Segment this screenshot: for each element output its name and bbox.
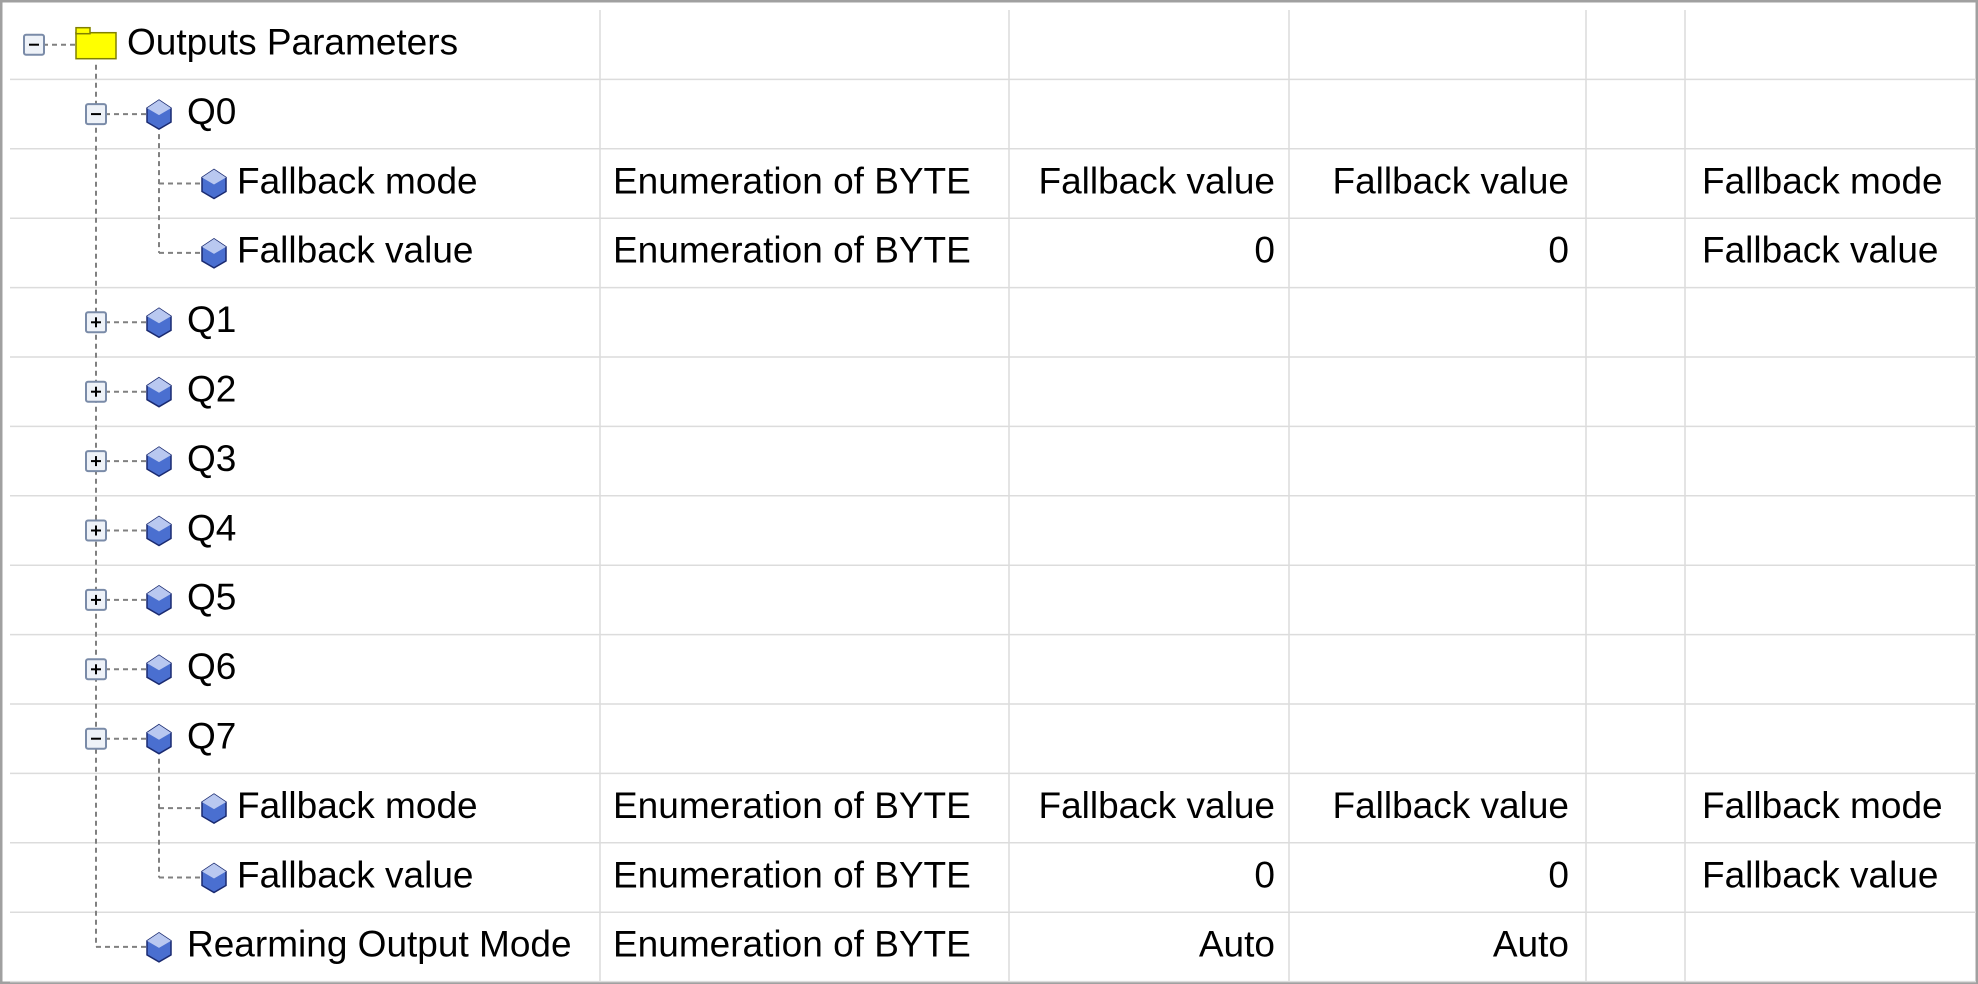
- value-cell[interactable]: Auto: [1493, 924, 1569, 965]
- value-cell[interactable]: 0: [1548, 854, 1569, 895]
- parameter-icon-face: [147, 308, 171, 324]
- node-label[interactable]: Fallback value: [237, 854, 474, 895]
- node-label[interactable]: Q7: [187, 715, 236, 756]
- node-label[interactable]: Fallback value: [237, 230, 474, 271]
- type-cell: Enumeration of BYTE: [613, 230, 971, 271]
- node-label[interactable]: Q4: [187, 507, 236, 548]
- value-cell[interactable]: Fallback value: [1332, 160, 1569, 201]
- type-cell: Enumeration of BYTE: [613, 854, 971, 895]
- node-label[interactable]: Q3: [187, 438, 236, 479]
- parameter-icon-face: [202, 169, 226, 185]
- type-cell: Enumeration of BYTE: [613, 924, 971, 965]
- type-cell: Enumeration of BYTE: [613, 785, 971, 826]
- node-label[interactable]: Fallback mode: [237, 785, 478, 826]
- description-cell: Fallback mode: [1702, 160, 1943, 201]
- parameter-icon-face: [202, 238, 226, 254]
- type-cell: Enumeration of BYTE: [613, 160, 971, 201]
- parameter-icon-face: [147, 447, 171, 463]
- parameter-icon-face: [202, 794, 226, 810]
- description-cell: Fallback value: [1702, 230, 1939, 271]
- value-cell[interactable]: Fallback value: [1332, 785, 1569, 826]
- parameter-icon-face: [147, 932, 171, 948]
- node-label[interactable]: Q0: [187, 91, 236, 132]
- node-label[interactable]: Q5: [187, 577, 236, 618]
- node-label[interactable]: Fallback mode: [237, 160, 478, 201]
- default-cell: 0: [1254, 230, 1275, 271]
- description-cell: Fallback value: [1702, 854, 1939, 895]
- parameter-icon-face: [147, 655, 171, 671]
- node-label[interactable]: Q1: [187, 299, 236, 340]
- parameter-icon-face: [147, 585, 171, 601]
- value-cell[interactable]: 0: [1548, 230, 1569, 271]
- description-cell: Fallback mode: [1702, 785, 1943, 826]
- default-cell: Auto: [1199, 924, 1275, 965]
- node-label[interactable]: Outputs Parameters: [127, 21, 458, 62]
- default-cell: 0: [1254, 854, 1275, 895]
- parameter-icon-face: [147, 377, 171, 393]
- default-cell: Fallback value: [1038, 160, 1275, 201]
- parameter-icon-face: [202, 863, 226, 879]
- parameter-icon-face: [147, 516, 171, 532]
- folder-tab: [75, 26, 91, 35]
- parameter-icon-face: [147, 724, 171, 740]
- node-label[interactable]: Rearming Output Mode: [187, 924, 572, 965]
- node-label[interactable]: Q2: [187, 368, 236, 409]
- folder-icon: [75, 31, 117, 60]
- parameter-icon-face: [147, 100, 171, 116]
- default-cell: Fallback value: [1038, 785, 1275, 826]
- node-label[interactable]: Q6: [187, 646, 236, 687]
